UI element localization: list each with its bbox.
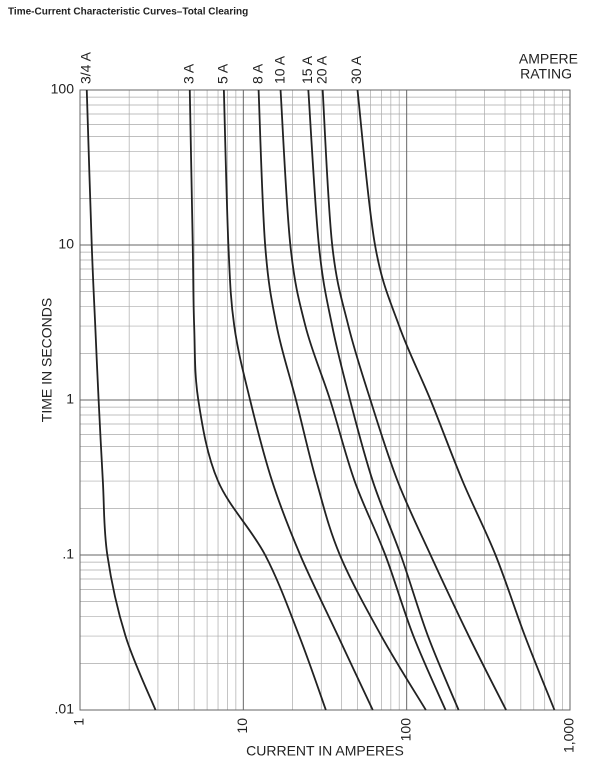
series-label: 3 A [180, 63, 196, 84]
series-label: 5 A [215, 63, 231, 84]
curve [321, 89, 507, 711]
series-label: 30 A [348, 55, 364, 84]
y-tick-label: .1 [62, 546, 74, 562]
x-tick-label: 1,000 [561, 718, 577, 753]
chart-title: Time-Current Characteristic Curves–Total… [8, 7, 248, 18]
y-tick-label: 10 [58, 236, 74, 252]
legend-title: AMPERE [519, 51, 578, 67]
x-tick-label: 10 [234, 718, 250, 734]
x-tick-label: 1 [71, 718, 87, 726]
curve [356, 89, 556, 711]
series-label: 20 A [313, 55, 329, 84]
x-axis-label: CURRENT IN AMPERES [246, 743, 404, 759]
y-axis-label: TIME IN SECONDS [39, 298, 55, 422]
curve [85, 89, 157, 711]
y-tick-label: 1 [66, 391, 74, 407]
curve [307, 89, 460, 711]
curve [279, 89, 447, 711]
series-label: 15 A [299, 55, 315, 84]
curve [188, 89, 327, 711]
series-label: 8 A [249, 63, 265, 84]
y-tick-label: 100 [51, 81, 75, 97]
series-label: 3/4 A [77, 51, 93, 84]
y-tick-label: .01 [55, 701, 75, 717]
curve [257, 89, 427, 711]
legend-title: RATING [520, 66, 572, 82]
curve [222, 89, 374, 711]
series-label: 10 A [271, 55, 287, 84]
x-tick-label: 100 [397, 718, 413, 742]
